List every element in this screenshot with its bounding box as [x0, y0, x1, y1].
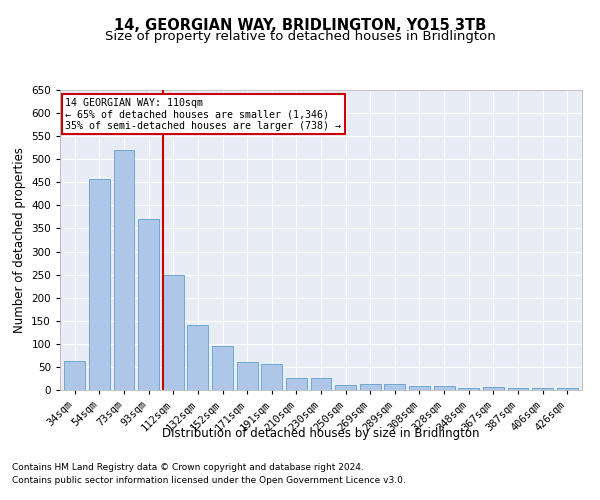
- Bar: [286, 378, 307, 390]
- Bar: [434, 386, 455, 390]
- Bar: [532, 388, 553, 390]
- Text: 14, GEORGIAN WAY, BRIDLINGTON, YO15 3TB: 14, GEORGIAN WAY, BRIDLINGTON, YO15 3TB: [114, 18, 486, 32]
- Bar: [311, 378, 331, 390]
- Bar: [360, 384, 381, 390]
- Text: Contains HM Land Registry data © Crown copyright and database right 2024.: Contains HM Land Registry data © Crown c…: [12, 464, 364, 472]
- Bar: [138, 219, 159, 390]
- Text: Distribution of detached houses by size in Bridlington: Distribution of detached houses by size …: [162, 428, 480, 440]
- Bar: [64, 361, 85, 390]
- Bar: [236, 362, 257, 390]
- Bar: [508, 388, 529, 390]
- Text: 14 GEORGIAN WAY: 110sqm
← 65% of detached houses are smaller (1,346)
35% of semi: 14 GEORGIAN WAY: 110sqm ← 65% of detache…: [65, 98, 341, 130]
- Bar: [335, 386, 356, 390]
- Bar: [187, 326, 208, 390]
- Bar: [212, 346, 233, 390]
- Bar: [261, 364, 282, 390]
- Bar: [163, 274, 184, 390]
- Y-axis label: Number of detached properties: Number of detached properties: [13, 147, 26, 333]
- Bar: [113, 150, 134, 390]
- Text: Contains public sector information licensed under the Open Government Licence v3: Contains public sector information licen…: [12, 476, 406, 485]
- Bar: [409, 386, 430, 390]
- Bar: [385, 384, 406, 390]
- Text: Size of property relative to detached houses in Bridlington: Size of property relative to detached ho…: [104, 30, 496, 43]
- Bar: [483, 387, 504, 390]
- Bar: [458, 388, 479, 390]
- Bar: [557, 388, 578, 390]
- Bar: [89, 178, 110, 390]
